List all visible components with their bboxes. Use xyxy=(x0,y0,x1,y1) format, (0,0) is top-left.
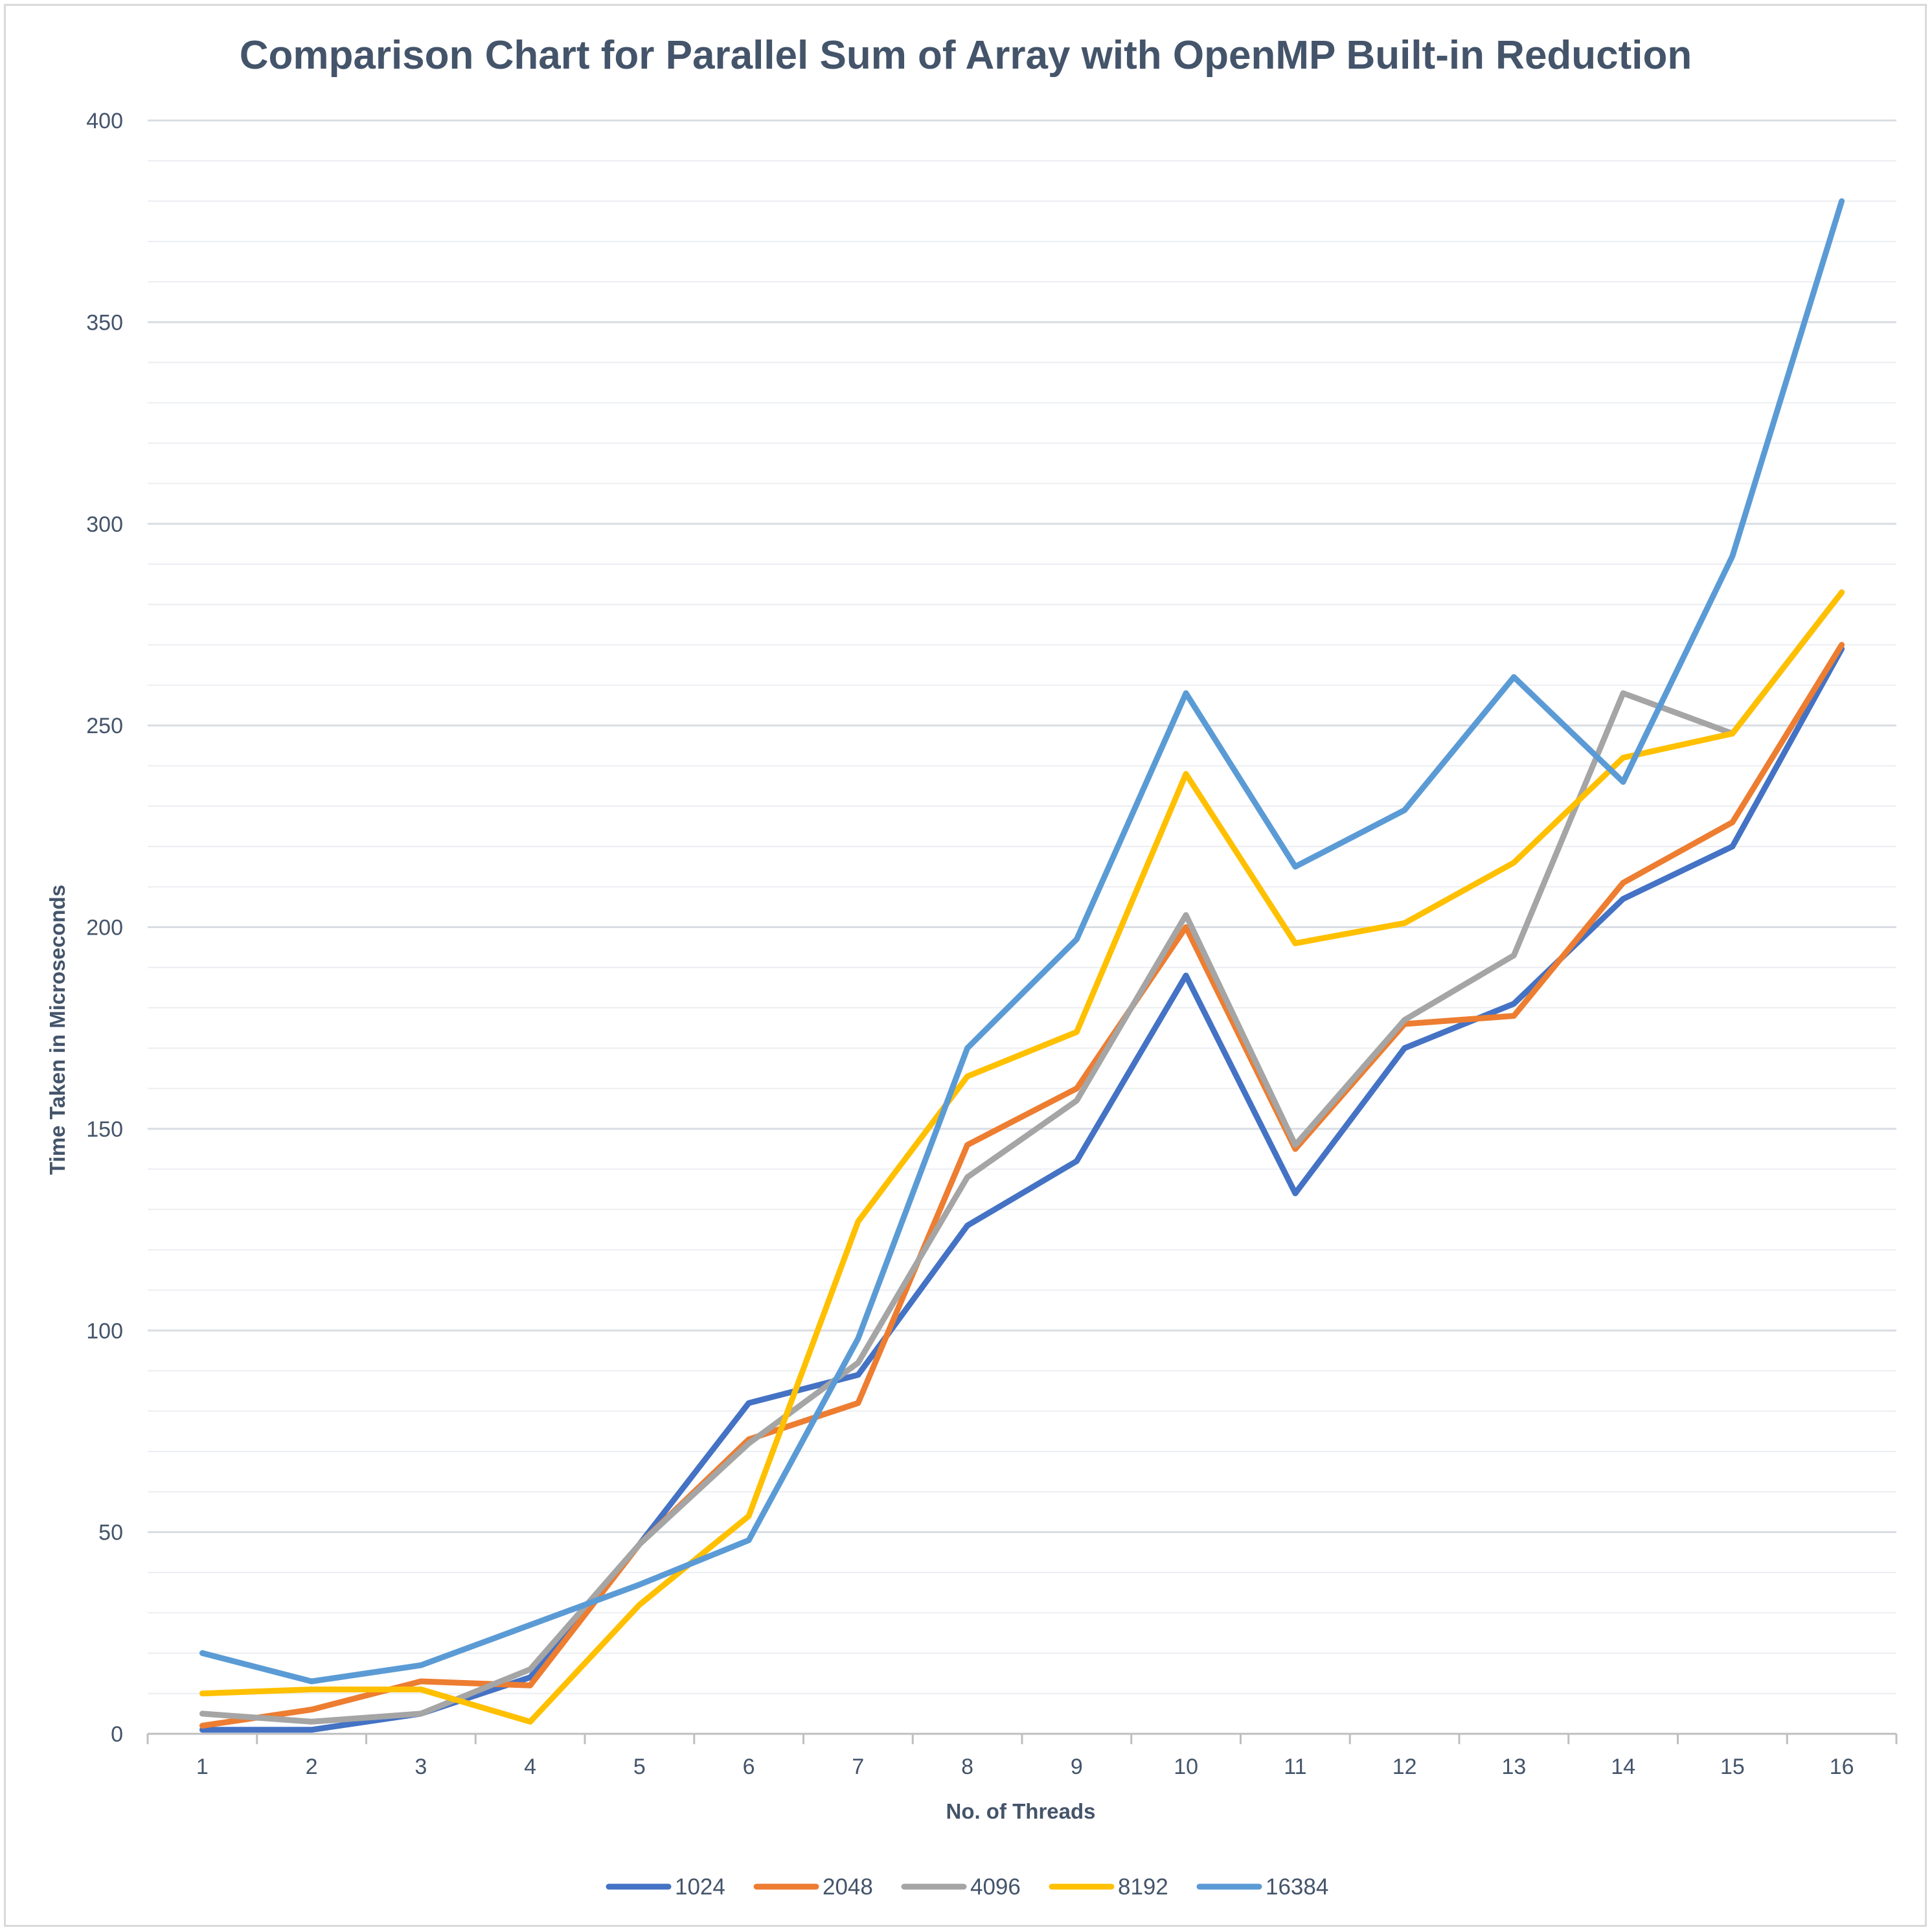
x-tick-label: 8 xyxy=(961,1755,973,1779)
y-tick-label: 100 xyxy=(86,1319,123,1343)
series-lines xyxy=(199,198,1845,1733)
series-line-16384 xyxy=(199,198,1845,1685)
x-tick-label: 16 xyxy=(1830,1755,1854,1779)
y-tick-label: 150 xyxy=(86,1117,123,1142)
x-tick-label: 7 xyxy=(852,1755,864,1779)
series-line-4096 xyxy=(199,589,1845,1725)
chart-title: Comparison Chart for Parallel Sum of Arr… xyxy=(240,33,1692,78)
x-tick-label: 9 xyxy=(1071,1755,1083,1779)
x-tick-label: 10 xyxy=(1174,1755,1198,1779)
series-line-2048 xyxy=(199,642,1845,1729)
x-tick-label: 15 xyxy=(1720,1755,1745,1779)
x-tick-label: 4 xyxy=(524,1755,536,1779)
x-tick-label: 1 xyxy=(196,1755,209,1779)
y-tick-label: 50 xyxy=(98,1521,123,1545)
chart-frame xyxy=(4,4,1927,1927)
x-tick-label: 12 xyxy=(1392,1755,1417,1779)
legend-label-16384: 16384 xyxy=(1266,1874,1328,1900)
x-tick-label: 5 xyxy=(633,1755,646,1779)
y-tick-label: 350 xyxy=(86,310,123,335)
x-tick-label: 6 xyxy=(743,1755,755,1779)
y-axis-label: Time Taken in Microseconds xyxy=(45,885,69,1175)
y-tick-label: 400 xyxy=(86,109,123,133)
legend-label-2048: 2048 xyxy=(823,1874,873,1900)
x-tick-label: 14 xyxy=(1611,1755,1635,1779)
y-tick-label: 300 xyxy=(86,512,123,537)
series-line-8192 xyxy=(199,589,1845,1725)
legend-label-4096: 4096 xyxy=(970,1874,1021,1900)
y-tick-label: 0 xyxy=(111,1722,123,1747)
gridlines xyxy=(148,119,1896,1694)
axes: 1 2 3 4 5 6 7 8 9 10 11 12 13 14 15 1605010015020025030… xyxy=(86,109,1898,1779)
x-tick-label: 13 xyxy=(1501,1755,1526,1779)
series-line-1024 xyxy=(199,646,1845,1733)
x-tick-label: 3 xyxy=(415,1755,427,1779)
y-tick-label: 200 xyxy=(86,916,123,940)
legend-label-1024: 1024 xyxy=(675,1874,725,1900)
x-tick-label: 11 xyxy=(1284,1755,1306,1779)
legend-label-8192: 8192 xyxy=(1118,1874,1168,1900)
x-axis-label: No. of Threads xyxy=(946,1799,1095,1823)
x-tick-label: 2 xyxy=(306,1755,318,1779)
legend: 1024 2048 4096 8192 16384 xyxy=(606,1874,1328,1900)
y-tick-label: 250 xyxy=(86,714,123,738)
